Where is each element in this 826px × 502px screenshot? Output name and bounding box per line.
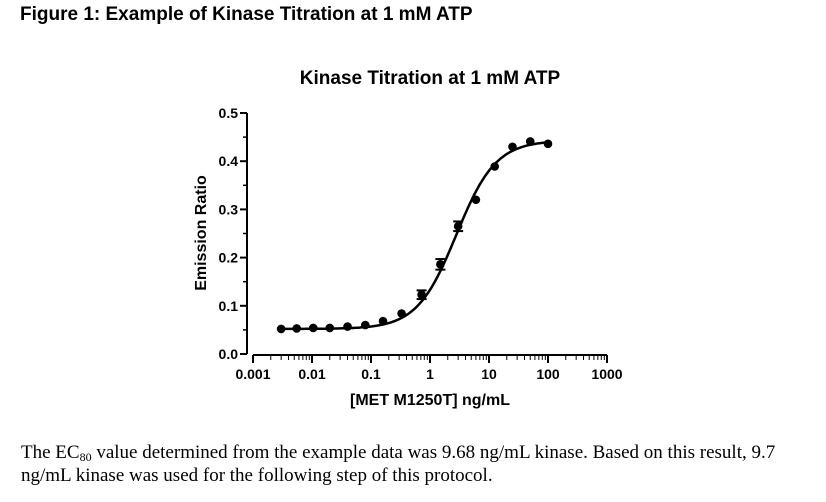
- y-tick-label: 0.1: [219, 298, 239, 314]
- data-point: [543, 139, 553, 149]
- caption-text-end: value determined from the example data w…: [21, 442, 776, 486]
- y-tick-label: 0.4: [219, 153, 239, 169]
- x-axis-label: [MET M1250T] ng/mL: [350, 392, 510, 409]
- data-point: [508, 142, 517, 152]
- figure-heading: Figure 1: Example of Kinase Titration at…: [20, 4, 473, 25]
- y-tick-label: 0.5: [219, 105, 239, 121]
- fit-curve: [281, 141, 549, 331]
- x-tick-label: 100: [536, 366, 560, 382]
- figure-caption: The EC80 value determined from the examp…: [21, 441, 821, 487]
- data-point: [490, 162, 500, 171]
- chart-title: Kinase Titration at 1 mM ATP: [300, 68, 561, 89]
- data-point: [525, 137, 535, 146]
- x-tick-label: 0.1: [361, 366, 381, 382]
- y-tick-label: 0.2: [219, 250, 239, 266]
- x-tick-label: 0.001: [235, 366, 270, 382]
- data-point: [292, 324, 301, 333]
- caption-subscript: 80: [79, 450, 92, 464]
- x-tick-label: 1: [426, 366, 434, 382]
- data-point: [325, 323, 335, 333]
- data-point: [378, 316, 388, 326]
- caption-text-start: The EC: [21, 442, 80, 463]
- x-tick-label: 10: [481, 366, 497, 382]
- data-point: [276, 324, 286, 334]
- kinase-titration-chart: Kinase Titration at 1 mM ATP 0.0 0.1 0.2 0.3…: [193, 68, 623, 409]
- data-point: [397, 309, 406, 318]
- data-point: [417, 290, 426, 300]
- data-point: [343, 322, 352, 331]
- y-axis-label: Emission Ratio: [193, 175, 210, 291]
- data-point: [453, 221, 463, 231]
- x-tick-label: 0.01: [298, 366, 325, 382]
- data-point: [308, 323, 318, 333]
- y-tick-label: 0.0: [219, 346, 239, 362]
- y-tick-label: 0.3: [219, 201, 239, 217]
- data-point: [471, 195, 481, 205]
- x-tick-label: 1000: [591, 366, 622, 382]
- data-point: [436, 260, 445, 269]
- data-point: [360, 320, 370, 330]
